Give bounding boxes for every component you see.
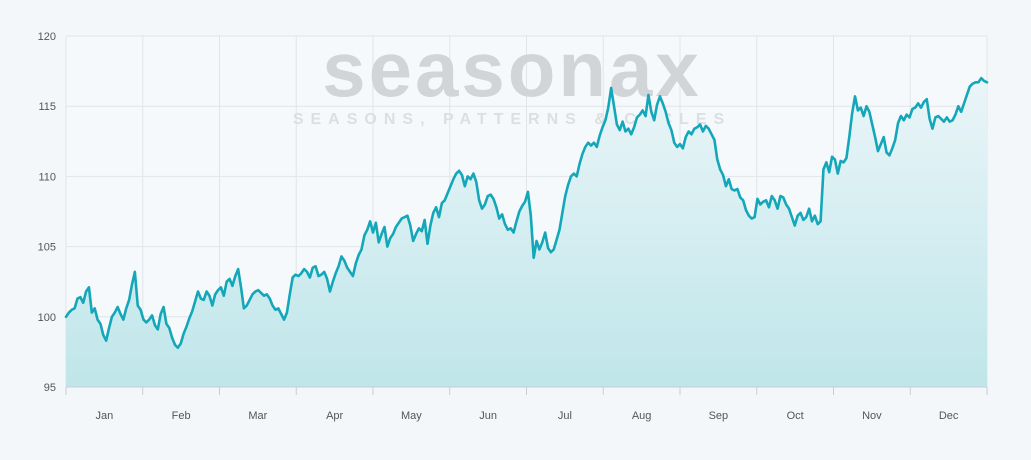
- x-tick-label-oct: Oct: [787, 410, 804, 422]
- series-area: [66, 78, 987, 388]
- y-axis: 95 100 105 110 115 120: [38, 31, 56, 394]
- x-tick-label-may: May: [401, 410, 422, 422]
- watermark-logo: seasonax: [322, 25, 702, 113]
- x-tick-label-dec: Dec: [939, 410, 959, 422]
- x-tick-label-jan: Jan: [96, 410, 114, 422]
- x-tick-label-jul: Jul: [558, 410, 572, 422]
- y-tick-label: 115: [38, 101, 56, 113]
- x-axis: Jan Feb Mar Apr May Jun Jul Aug Sep Oct Nov Dec: [65, 386, 988, 422]
- y-tick-label: 100: [38, 312, 56, 324]
- x-tick-label-aug: Aug: [632, 410, 652, 422]
- x-tick-label-feb: Feb: [172, 410, 191, 422]
- y-tick-label: 110: [38, 171, 56, 183]
- y-tick-label: 95: [44, 382, 56, 394]
- x-tick-label-jun: Jun: [479, 410, 497, 422]
- x-tick-label-apr: Apr: [326, 410, 343, 422]
- x-tick-label-sep: Sep: [709, 410, 729, 422]
- y-tick-label: 105: [38, 242, 56, 254]
- y-tick-label: 120: [38, 31, 56, 43]
- series-line: [64, 76, 989, 349]
- x-tick-label-mar: Mar: [248, 410, 267, 422]
- x-tick-label-nov: Nov: [862, 410, 882, 422]
